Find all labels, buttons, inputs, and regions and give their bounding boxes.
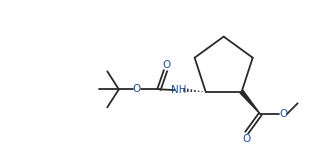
Text: O: O <box>242 134 250 144</box>
Text: O: O <box>279 109 287 119</box>
Text: O: O <box>133 84 141 94</box>
Text: NH: NH <box>171 85 187 95</box>
Polygon shape <box>240 91 260 114</box>
Text: O: O <box>162 59 170 70</box>
